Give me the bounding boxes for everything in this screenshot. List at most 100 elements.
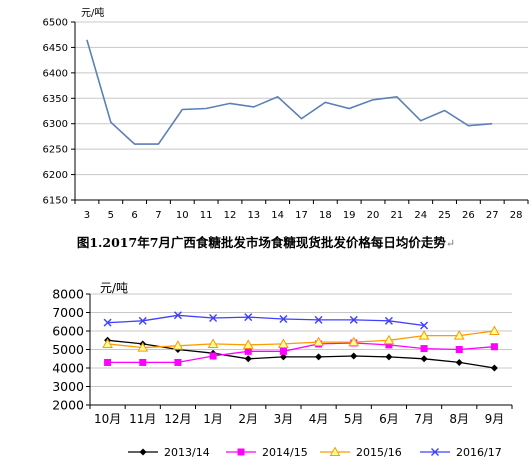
chart2-gridlines [90, 293, 512, 387]
chart1-x-tick-labels: 3 5 6 7 10 11 12 13 14 17 18 19 20 21 24 25 26 27 28 [74, 200, 529, 221]
chart2-x-tick-label: 10月 [94, 412, 121, 426]
chart1-x-tick-label: 11 [200, 210, 213, 221]
chart1-y-tick-label: 6150 [43, 196, 68, 207]
chart2-data-point [173, 311, 182, 320]
chart1-x-tick-label: 20 [367, 210, 380, 221]
chart1-x-tick-label: 10 [176, 210, 189, 221]
chart2-data-point [103, 318, 112, 327]
chart2-data-point [455, 358, 463, 366]
chart2-data-point [384, 316, 393, 325]
chart2-data-point [209, 352, 217, 360]
chart2-x-tick-label: 5月 [344, 412, 364, 426]
chart2-legend: 2013/14 2014/15 2015/16 2016/17 [128, 446, 502, 459]
chart2-data-point [244, 347, 252, 355]
chart1-x-tick-label: 13 [247, 210, 260, 221]
chart2-data-point [420, 321, 429, 330]
chart2-x-tick-label: 12月 [164, 412, 191, 426]
chart1-x-tick-label: 21 [391, 210, 404, 221]
chart2-data-point [313, 336, 324, 347]
chart2-data-point [383, 334, 395, 345]
figure-caption: 图1.2017年7月广西食糖批发市场食糖现货批发价格每日均价走势↵ [0, 232, 532, 251]
chart2-y-tick-label: 5000 [52, 342, 84, 357]
chart2-series-line-0 [107, 339, 495, 369]
legend-swatch-marker [237, 448, 245, 456]
chart1-y-tick-label: 6500 [43, 18, 68, 29]
chart1-x-tick-label: 3 [84, 210, 90, 221]
chart1-y-tick-label: 6400 [43, 68, 68, 79]
chart2-data-point [420, 355, 428, 363]
chart1-x-tick-label: 6 [131, 210, 137, 221]
legend-swatch-marker [329, 446, 341, 456]
chart2-data-point [455, 346, 463, 353]
figure-caption-text: 图1.2017年7月广西食糖批发市场食糖现货批发价格每日均价走势 [76, 235, 446, 250]
chart2-data-point [385, 353, 393, 361]
chart2-data-point [242, 339, 254, 349]
chart2-data-point [349, 315, 358, 324]
chart1-x-tick-label: 5 [108, 210, 114, 221]
chart2-data-point [207, 338, 219, 348]
chart2-data-point [348, 336, 360, 347]
chart2-x-tick-label: 11月 [129, 412, 156, 426]
chart1-y-tick-label: 6250 [43, 145, 68, 156]
chart2-y-tick-label: 4000 [52, 361, 84, 376]
monthly-price-chart: 2000 3000 4000 5000 6000 7000 8000 10月 11月 12月 1月… [52, 281, 513, 459]
daily-price-chart: 6150 6200 6250 6300 6350 6400 6450 6500 3 5 6 7 10 1… [43, 6, 529, 221]
chart1-x-tick-label: 27 [486, 210, 499, 221]
chart2-series-line-3 [107, 314, 425, 327]
chart1-unit-label: 元/吨 [81, 6, 104, 19]
chart2-data-point [279, 353, 287, 361]
chart2-data-point [350, 352, 358, 360]
chart2-series-line-1 [107, 342, 495, 364]
legend-label: 2016/17 [456, 446, 502, 459]
chart1-x-tick-label: 19 [343, 210, 356, 221]
chart1-x-tick-label: 28 [510, 210, 523, 221]
chart2-y-tick-labels: 2000 3000 4000 5000 6000 7000 8000 [52, 287, 90, 413]
chart1-x-tick-label: 14 [271, 210, 284, 221]
chart2-series-line-2 [107, 330, 495, 349]
chart2-data-point [172, 340, 184, 350]
chart2-x-tick-label: 4月 [309, 412, 329, 426]
chart2-data-point [279, 347, 287, 355]
chart2-x-tick-label: 9月 [485, 412, 505, 426]
chart1-y-tick-label: 6300 [43, 119, 68, 130]
legend-label: 2015/16 [356, 446, 402, 459]
chart2-data-point [278, 338, 289, 348]
chart1-series-line [86, 39, 493, 145]
chart2-y-tick-label: 6000 [52, 324, 84, 339]
chart2-data-point [139, 358, 147, 366]
chart2-x-tick-label: 6月 [379, 412, 399, 426]
chart2-x-tick-label: 2月 [238, 412, 258, 426]
chart2-data-point [453, 330, 465, 340]
chart2-y-tick-label: 7000 [52, 305, 84, 320]
chart2-data-point [315, 353, 323, 361]
chart2-data-point [314, 315, 323, 324]
chart1-x-tick-label: 24 [414, 210, 427, 221]
chart2-data-point [174, 358, 182, 366]
chart2-data-point [138, 316, 147, 325]
chart2-data-point [420, 345, 428, 353]
chart2-data-point [244, 313, 253, 322]
chart2-data-point [279, 314, 288, 323]
chart2-data-point [137, 342, 149, 352]
chart2-y-tick-label: 2000 [52, 398, 84, 413]
chart2-data-point [490, 343, 498, 351]
chart2-x-tick-label: 8月 [449, 412, 469, 426]
chart1-x-tick-label: 17 [295, 210, 308, 221]
chart1-x-tick-label: 25 [438, 210, 451, 221]
chart2-series [102, 311, 500, 372]
chart1-y-tick-labels: 6150 6200 6250 6300 6350 6400 6450 6500 [43, 18, 75, 207]
chart2-data-point [102, 338, 113, 348]
chart2-data-point [418, 330, 430, 340]
chart2-data-point [244, 355, 252, 363]
chart1-x-tick-label: 7 [155, 210, 161, 221]
chart1-x-tick-label: 26 [462, 210, 475, 221]
legend-label: 2013/14 [164, 446, 210, 459]
chart2-x-tick-label: 3月 [274, 412, 294, 426]
chart1-x-tick-label: 12 [224, 210, 237, 221]
chart2-data-point [385, 341, 393, 349]
chart1-y-tick-label: 6450 [43, 43, 68, 54]
chart2-y-tick-label: 8000 [52, 287, 84, 302]
chart2-x-tick-labels: 10月 11月 12月 1月 2月 3月 4月 5月 6月 7月 8月 9月 [89, 405, 513, 426]
legend-label: 2014/15 [262, 446, 308, 459]
legend-swatch-marker [139, 448, 147, 456]
